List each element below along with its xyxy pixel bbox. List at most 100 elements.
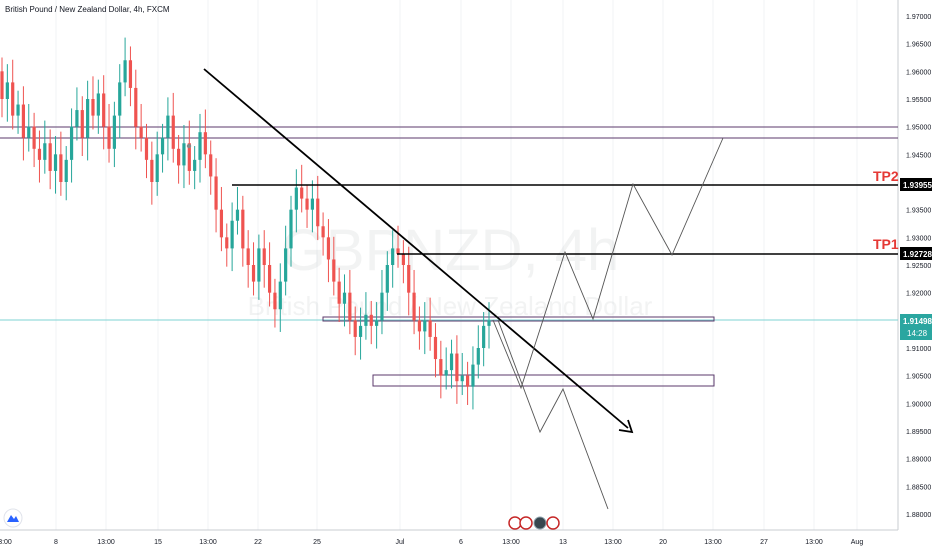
candle-body [102,93,106,127]
candle-body [401,253,405,265]
tp1-price-badge: 1.92728 [900,247,932,260]
candle-body [53,154,58,171]
flag-gb-icon[interactable] [508,516,522,530]
candle-body [460,375,464,382]
candle-body [273,292,277,310]
candle-body [284,248,288,282]
candle-body [43,143,47,160]
y-tick-label: 1.90000 [906,401,931,408]
candle-body [428,320,432,337]
x-tick-label: 13:00 [604,539,622,546]
marker-dot [186,143,192,149]
chart-title: British Pound / New Zealand Dollar, 4h, … [5,5,170,14]
candle-body [278,281,282,310]
resistance-zone [0,126,898,139]
candle-body [69,126,74,160]
flag-gb-icon[interactable] [519,516,533,530]
projection-bullish-path[interactable] [492,137,724,390]
projection-bearish-path[interactable] [497,319,609,510]
candle-body [262,248,266,265]
x-tick-label: Aug [851,539,864,546]
flag-us-icon[interactable] [546,516,560,530]
y-tick-label: 1.95500 [906,97,931,104]
candle-body [128,60,133,88]
candle-body [134,87,138,127]
candle-body [32,126,36,149]
candle-body [144,137,149,160]
x-tick-label: 15 [154,539,162,546]
x-tick-label: 13:00 [199,539,217,546]
candle-body [300,187,304,199]
x-tick-label: 13:00 [805,539,823,546]
candle-body [187,143,191,171]
candle-body [449,353,454,371]
y-axis-ticks: 1.97000 1.96500 1.96000 1.95500 1.95000 1.945… [906,14,931,519]
y-tick-label: 1.89000 [906,457,931,464]
tp2-label: TP2 [873,168,899,184]
candle-body [348,292,352,321]
x-tick-label: 8 [54,539,58,546]
candle-body [294,187,298,210]
x-tick-label: 13:00 [704,539,722,546]
candle-body [305,198,309,210]
candle-body [198,132,202,160]
economic-events[interactable] [508,516,560,530]
flag-nz-icon[interactable] [533,516,547,530]
x-axis-ticks: 3:00 8 13:00 15 13:00 22 25 Jul 6 13:00 13 13:00 20 1… [0,539,863,546]
candle-body [433,336,438,360]
candle-body [332,259,336,282]
countdown-text: 14:28 [907,329,928,338]
y-tick-label: 1.92500 [906,263,931,270]
zone-lower-rect[interactable] [372,374,715,387]
candle-body [369,314,373,326]
candle-body [246,248,250,265]
candle-body [482,325,486,348]
candle-body [209,154,213,177]
x-tick-label: 25 [313,539,321,546]
candle-body [48,143,52,171]
candle-body [342,292,347,304]
candle-body [59,154,63,182]
candle-body [337,281,341,304]
x-tick-label: 27 [760,539,768,546]
candle-body [160,137,165,155]
y-tick-label: 1.90500 [906,374,931,381]
trend-arrow[interactable] [203,68,634,434]
candle-body [380,292,384,321]
candle-body [396,248,400,254]
candle-body [96,93,100,116]
candle-body [107,126,111,149]
candle-body [267,265,272,293]
x-tick-label: 22 [254,539,262,546]
y-tick-label: 1.92000 [906,291,931,298]
candle-body [182,143,186,166]
x-tick-label: 3:00 [0,539,12,546]
tp1-price-text: 1.92728 [903,250,932,259]
candle-body [80,110,84,138]
y-tick-label: 1.93000 [906,235,931,242]
candle-body [465,375,470,387]
candle-body [139,126,143,138]
candle-body [407,265,411,293]
candle-body [219,209,224,238]
watermark-symbol: GBPNZD, 4h [281,218,619,283]
candle-body [487,320,491,326]
zone-upper-rect[interactable] [322,316,715,322]
candle-body [230,220,234,249]
candle-body [11,82,15,116]
candle-body [75,110,79,127]
current-price-badge: 1.91498 14:28 [900,314,932,340]
tradingview-logo-icon[interactable] [3,508,23,528]
candle-body [64,159,68,182]
candle-body [321,226,325,238]
candle-body [391,248,395,265]
candle-body [412,292,416,321]
candle-body [310,198,314,210]
candle-body [326,237,331,260]
candle-body [241,209,245,249]
current-price-text: 1.91498 [903,317,932,326]
candle-body [364,314,368,326]
y-tick-label: 1.96000 [906,69,931,76]
x-tick-label: 20 [659,539,667,546]
x-tick-label: 6 [459,539,463,546]
